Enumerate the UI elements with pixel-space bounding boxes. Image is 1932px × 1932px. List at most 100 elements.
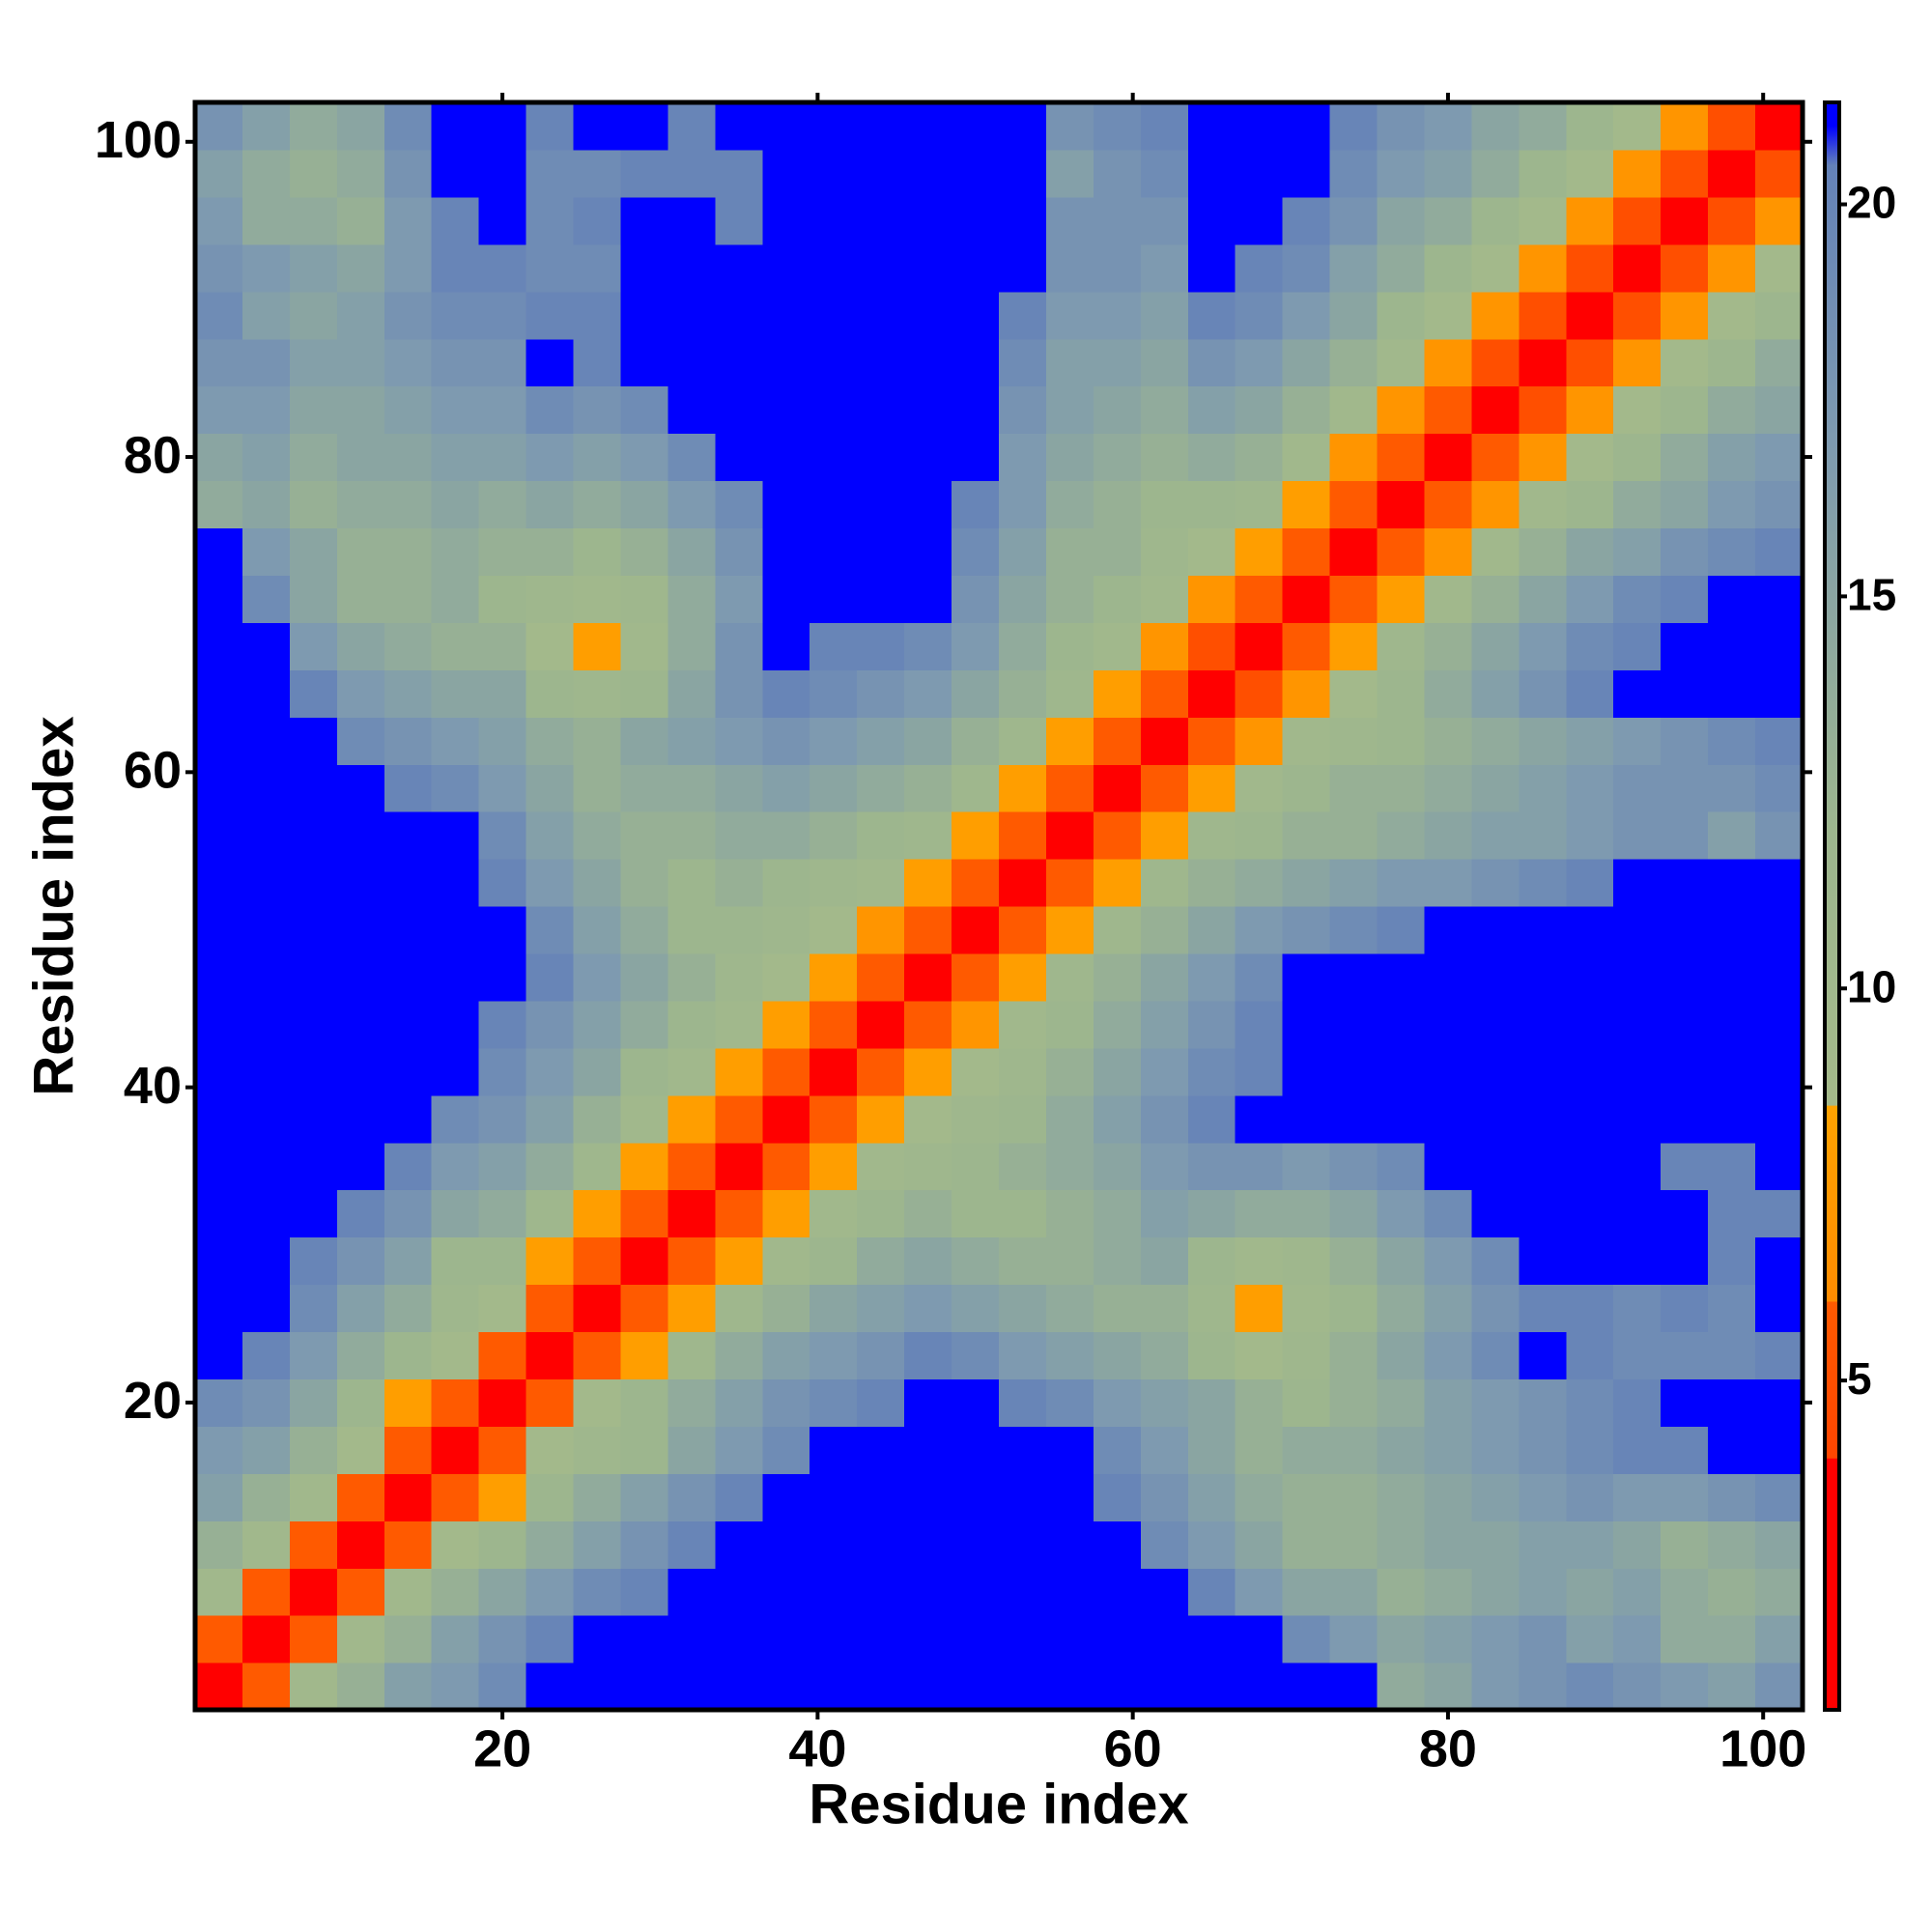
heatmap-cell — [1093, 1378, 1142, 1427]
heatmap-cell — [1471, 433, 1520, 482]
heatmap-cell — [1519, 1189, 1567, 1238]
heatmap-cell — [620, 149, 669, 198]
heatmap-cell — [1424, 764, 1473, 812]
heatmap-cell — [952, 811, 1000, 860]
heatmap-cell — [857, 149, 905, 198]
heatmap-cell — [242, 575, 291, 623]
heatmap-cell — [1045, 1000, 1094, 1049]
heatmap-cell — [668, 149, 716, 198]
heatmap-cell — [384, 1142, 433, 1191]
heatmap-cell — [762, 575, 810, 623]
heatmap-cell — [1424, 196, 1473, 245]
heatmap-cell — [1755, 1047, 1804, 1096]
heatmap-cell — [668, 764, 716, 812]
heatmap-cell — [620, 1662, 669, 1711]
heatmap-cell — [668, 952, 716, 1002]
heatmap-cell — [1140, 1426, 1189, 1474]
heatmap-cell — [1424, 243, 1473, 293]
heatmap-cell — [1187, 1189, 1236, 1238]
heatmap-cell — [1708, 859, 1756, 907]
heatmap-cell — [1519, 1426, 1567, 1474]
heatmap-cell — [1519, 149, 1567, 198]
heatmap-cell — [715, 1236, 763, 1286]
heatmap-cell — [1708, 1000, 1756, 1049]
heatmap-cell — [1519, 1236, 1567, 1286]
heatmap-cell — [478, 859, 527, 907]
heatmap-cell — [573, 1142, 622, 1191]
heatmap-cell — [1613, 196, 1662, 245]
heatmap-cell — [478, 1000, 527, 1049]
heatmap-cell — [478, 102, 527, 151]
heatmap-cell — [242, 669, 291, 718]
heatmap-cell — [1045, 243, 1094, 293]
heatmap-cell — [526, 480, 575, 529]
heatmap-cell — [620, 764, 669, 812]
heatmap-cell — [336, 149, 385, 198]
heatmap-cell — [952, 622, 1000, 670]
heatmap-cell — [1566, 1331, 1614, 1380]
heatmap-cell — [526, 1520, 575, 1569]
heatmap-cell — [999, 669, 1047, 718]
heatmap-cell — [526, 291, 575, 340]
heatmap-cell — [620, 906, 669, 954]
heatmap-cell — [1093, 1426, 1142, 1474]
heatmap-cell — [810, 1284, 858, 1333]
heatmap-cell — [1187, 1142, 1236, 1191]
heatmap-cell — [762, 669, 810, 718]
heatmap-cell — [1566, 1662, 1614, 1711]
heatmap-cell — [573, 622, 622, 670]
heatmap-cell — [1140, 764, 1189, 812]
x-tick-label: 40 — [788, 1719, 846, 1777]
heatmap-cell — [762, 527, 810, 577]
heatmap-cell — [573, 1047, 622, 1096]
heatmap-cell — [1235, 1331, 1284, 1380]
heatmap-cell — [762, 1189, 810, 1238]
heatmap-cell — [668, 1142, 716, 1191]
heatmap-cell — [810, 102, 858, 151]
heatmap-cell — [620, 1331, 669, 1380]
heatmap-cell — [242, 1094, 291, 1144]
heatmap-cell — [904, 1378, 952, 1427]
heatmap-cell — [1708, 102, 1756, 151]
heatmap-cell — [1424, 1236, 1473, 1286]
heatmap-cell — [810, 1426, 858, 1474]
heatmap-cell — [1471, 906, 1520, 954]
heatmap-cell — [1661, 243, 1709, 293]
heatmap-cell — [242, 1189, 291, 1238]
heatmap-cell — [1708, 1047, 1756, 1096]
heatmap-cell — [1613, 622, 1662, 670]
heatmap-cell — [857, 575, 905, 623]
heatmap-cell — [762, 1236, 810, 1286]
heatmap-cell — [478, 669, 527, 718]
heatmap-cell — [1235, 575, 1284, 623]
heatmap-cell — [668, 1426, 716, 1474]
heatmap-cell — [1755, 243, 1804, 293]
heatmap-cell — [1424, 149, 1473, 198]
heatmap-cell — [1613, 669, 1662, 718]
heatmap-cell — [336, 1331, 385, 1380]
heatmap-cell — [1755, 1094, 1804, 1144]
heatmap-cell — [857, 338, 905, 387]
heatmap-cell — [195, 764, 243, 812]
heatmap-cell — [431, 291, 480, 340]
heatmap-cell — [478, 385, 527, 435]
heatmap-cell — [526, 1378, 575, 1427]
heatmap-cell — [1519, 1520, 1567, 1569]
heatmap-cell — [620, 1142, 669, 1191]
heatmap-cell — [1045, 1520, 1094, 1569]
heatmap-cell — [715, 622, 763, 670]
heatmap-cell — [1093, 1568, 1142, 1616]
heatmap-cell — [1377, 669, 1426, 718]
heatmap-cell — [952, 1331, 1000, 1380]
heatmap-cell — [1471, 1236, 1520, 1286]
heatmap-cell — [1519, 1378, 1567, 1427]
heatmap-cell — [810, 1473, 858, 1521]
heatmap-cell — [1661, 291, 1709, 340]
heatmap-cell — [1093, 906, 1142, 954]
heatmap-cell — [1235, 622, 1284, 670]
heatmap-cell — [1755, 338, 1804, 387]
heatmap-cell — [1187, 527, 1236, 577]
heatmap-cell — [289, 1378, 338, 1427]
heatmap-cell — [1566, 1615, 1614, 1663]
heatmap-cell — [715, 811, 763, 860]
